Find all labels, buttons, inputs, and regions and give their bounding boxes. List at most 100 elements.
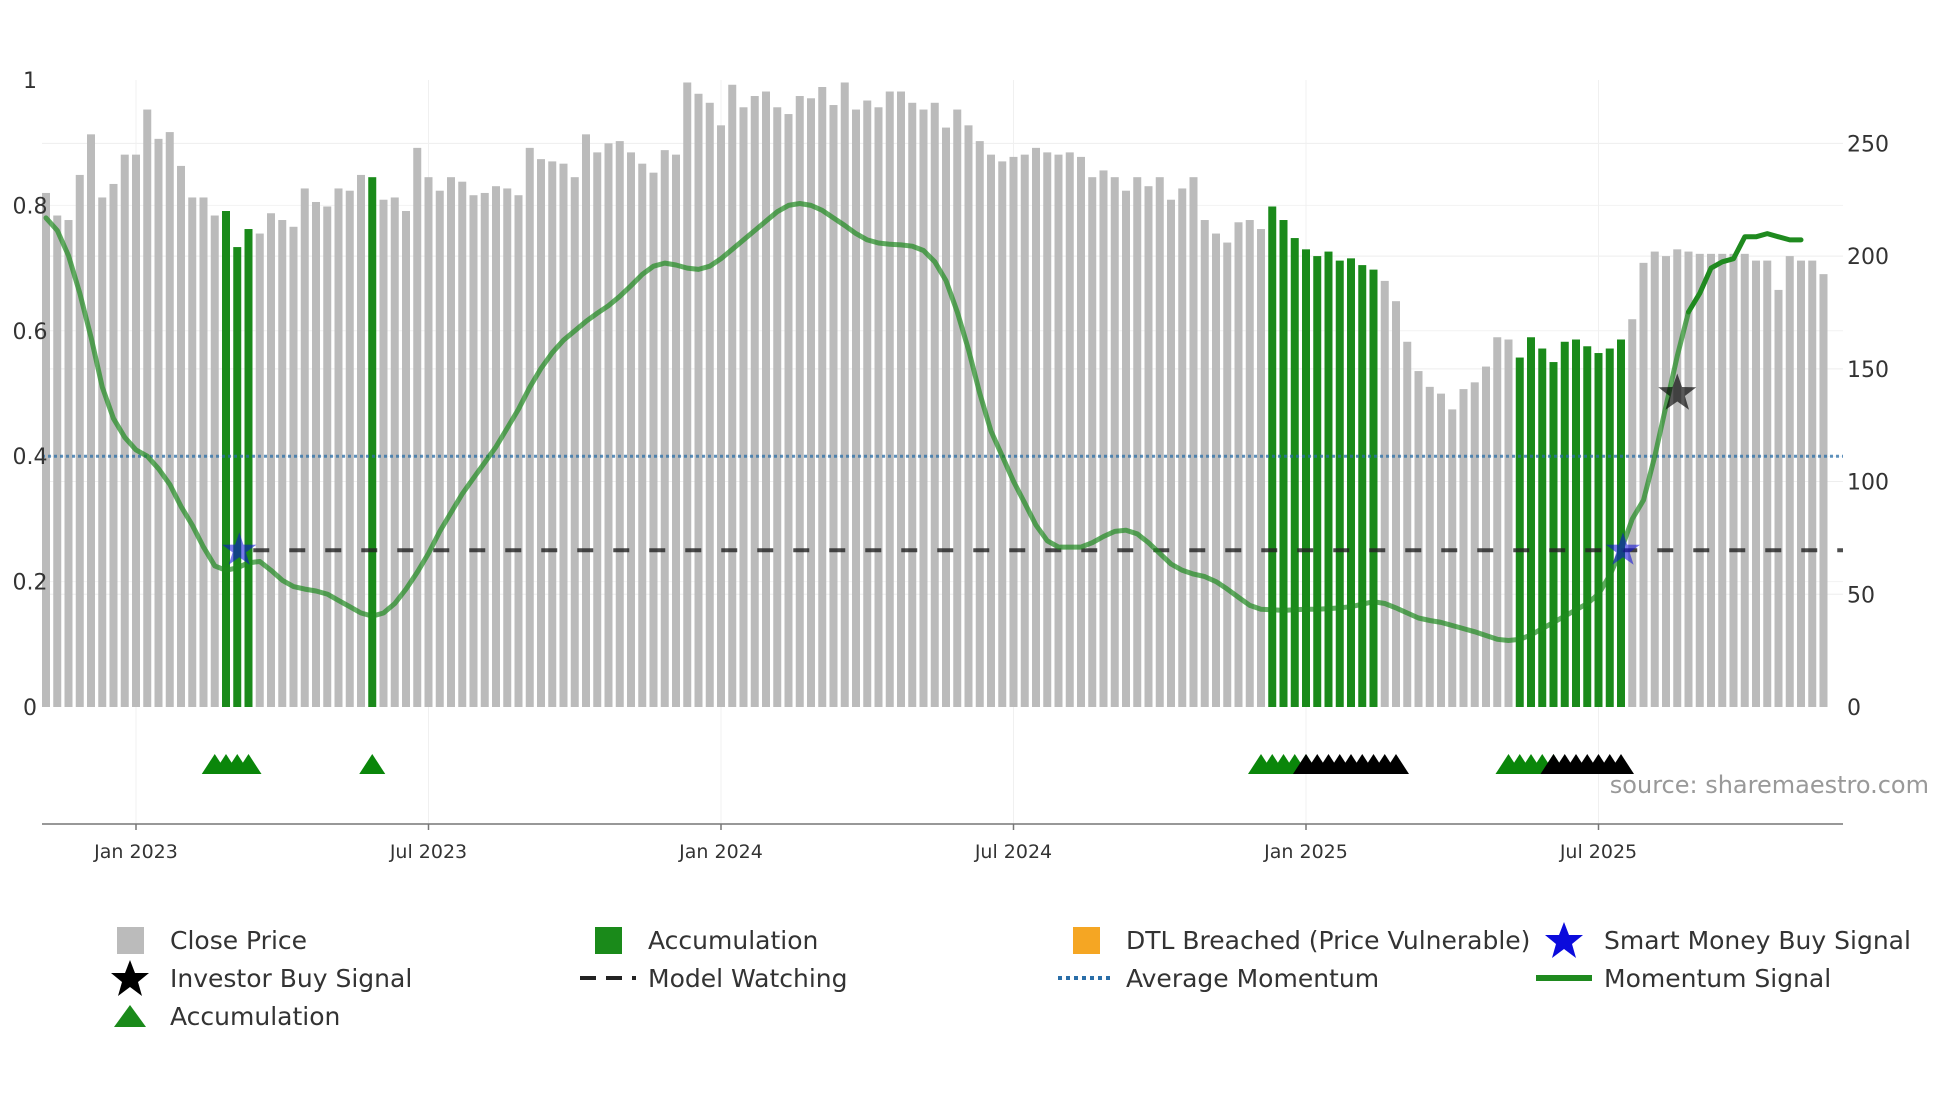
close-price-bar [998,161,1007,707]
close-price-bar [42,192,50,708]
x-tick-label: Jan 2023 [93,841,178,863]
close-price-bar [525,147,534,707]
close-price-bar [435,190,444,707]
close-price-bar [582,134,590,707]
close-price-bar [1347,258,1355,707]
legend-blue-star-icon [1545,922,1583,958]
close-price-bar [1200,220,1209,707]
left-tick-label: 0.8 [13,194,48,219]
close-price-bar [919,109,928,707]
axes: 0 0.2 0.4 0.6 0.8 1 0 50 100 150 200 250 Jan 2023 Jul… [13,69,1890,863]
close-price-bar [1054,154,1063,708]
close-price-bar [165,132,174,707]
close-price-bar [1178,188,1187,708]
close-price-bar [503,188,512,708]
right-tick-label: 250 [1847,132,1889,157]
close-price-bar [447,177,455,707]
close-price-bar [1009,156,1018,707]
momentum-signal-faded [43,201,1691,643]
close-price-bar [480,192,489,708]
close-price-bar [1212,233,1220,707]
close-price-bar [739,107,748,708]
close-price-bar [953,109,962,707]
close-price-bar [807,98,815,708]
close-price-bar [1324,251,1333,707]
close-price-bar [615,141,624,708]
close-price-bar [705,102,714,708]
legend-green-triangle-icon [114,1005,146,1027]
legend-solid-line-icon [1536,975,1592,981]
legend-close-price: Close Price [100,922,307,958]
close-price-bar [795,96,804,707]
close-price-bar [1167,199,1175,707]
close-price-bar [1662,256,1670,707]
close-price-bar [1234,222,1243,708]
close-price-bar [1279,220,1288,707]
close-price-bar [717,125,725,707]
close-price-bars [42,82,1828,708]
close-price-bar [694,93,703,708]
close-price-bar [323,206,332,707]
close-price-bar [109,183,118,708]
close-price-bar [1572,339,1580,707]
close-price-bar [874,107,883,708]
close-price-bar [1290,238,1299,707]
close-price-bar [278,220,287,707]
right-tick-label: 0 [1847,696,1861,721]
right-tick-label: 150 [1847,358,1889,383]
close-price-bar [1369,269,1378,707]
right-tick-label: 200 [1847,245,1889,270]
close-price-bar [64,220,73,707]
close-price-bar [1470,382,1479,707]
legend-smart-money: Smart Money Buy Signal [1534,922,1911,958]
close-price-bar [300,188,309,708]
close-price-bar [537,159,545,708]
close-price-bar [1459,389,1468,707]
legend-model-watching: Model Watching [578,960,848,996]
close-price-bar [570,177,579,707]
close-price-bar [1819,274,1828,707]
close-price-bar [1605,348,1614,707]
close-price-bar [289,226,298,708]
close-price-bar [1797,260,1805,707]
close-price-bar [255,233,264,707]
close-price-bar [1560,341,1569,707]
close-price-bar [1594,353,1603,707]
close-price-bar [1808,260,1817,707]
close-price-bar [267,213,275,707]
close-price-bar [458,181,467,707]
close-price-bar [87,134,95,707]
close-price-bar [1549,362,1558,707]
close-price-bar [1684,251,1693,707]
close-price-bar [312,201,320,707]
close-price-bar [379,199,388,707]
close-price-bar [784,114,793,707]
close-price-bar [1133,177,1142,707]
close-price-bar [660,150,669,708]
left-tick-label: 0.6 [13,320,48,345]
investor-buy-star [1658,373,1697,410]
close-price-bar [1785,256,1794,707]
close-price-bar [683,82,692,707]
close-price-bar [1695,253,1704,707]
close-price-bar [357,174,365,708]
legend-dotted-line-icon [1058,976,1114,980]
close-price-bar [728,84,737,707]
close-price-bar [1774,289,1783,707]
close-price-bar [1437,393,1445,707]
close-price-bar [120,154,129,708]
close-price-bar [188,197,197,708]
x-tick-label: Jan 2024 [678,841,763,863]
close-price-bar [98,197,107,708]
close-price-bar [829,105,838,707]
smart-money-star [1605,532,1641,565]
close-price-bar [1448,409,1457,707]
close-price-bar [1144,186,1153,707]
close-price-bar [1189,177,1198,707]
close-price-bar [1065,152,1074,707]
close-price-bar [75,174,84,708]
close-price-bar [1257,229,1265,707]
left-tick-label: 0.4 [13,445,48,470]
close-price-bar [964,125,973,707]
